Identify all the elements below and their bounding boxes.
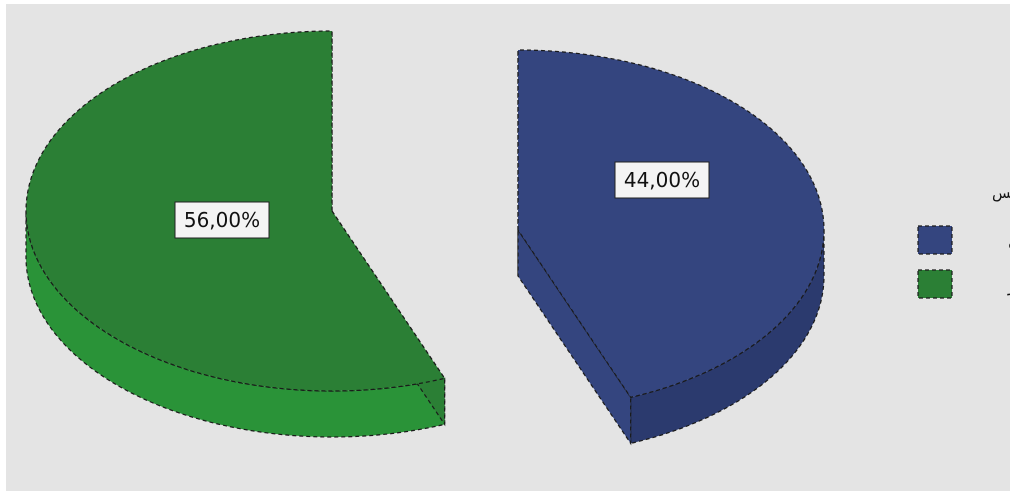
slices-layer bbox=[25, 30, 825, 446]
labels-layer: 44,00% 56,00% bbox=[174, 161, 710, 239]
legend-swatch bbox=[917, 269, 953, 299]
legend-item: ذكر bbox=[917, 269, 1010, 299]
legend-swatch bbox=[917, 225, 953, 255]
legend-title: الجنس bbox=[992, 184, 1010, 202]
legend-item: انثى bbox=[917, 225, 1010, 255]
legend-label: انثى bbox=[1008, 231, 1010, 252]
pie-slice bbox=[517, 49, 825, 446]
pie-chart: 44,00% 56,00% الجنس انثى ذكر bbox=[25, 30, 1010, 446]
data-label-text: 56,00% bbox=[184, 208, 260, 232]
data-label: 56,00% bbox=[174, 201, 270, 239]
chart-area: 44,00% 56,00% الجنس انثى ذكر bbox=[6, 4, 1010, 491]
legend: الجنس انثى ذكر bbox=[917, 184, 1010, 299]
data-label: 44,00% bbox=[614, 161, 710, 199]
data-label-text: 44,00% bbox=[624, 168, 700, 192]
legend-label: ذكر bbox=[1007, 275, 1010, 296]
